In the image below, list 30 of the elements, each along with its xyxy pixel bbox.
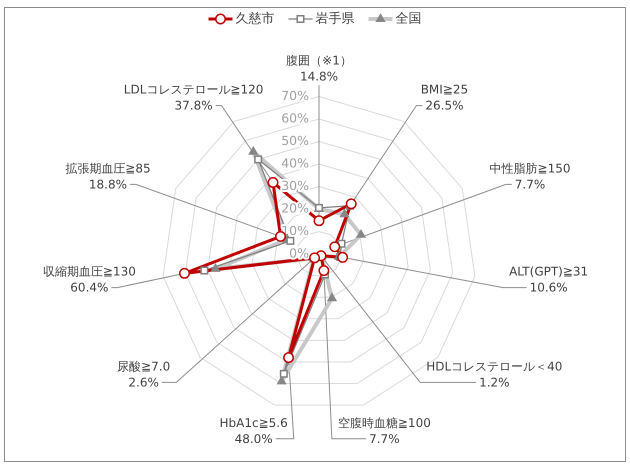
data-label: 60.4% bbox=[70, 280, 108, 295]
spoke-label: HDLコレステロール＜40 bbox=[426, 359, 562, 374]
spoke-label: 腹囲（※1） bbox=[286, 53, 352, 68]
legend-label: 岩手県 bbox=[316, 12, 354, 27]
y-tick-label: 70% bbox=[281, 88, 310, 103]
spoke-label: 拡張期血圧≧85 bbox=[65, 161, 151, 176]
data-label: 37.8% bbox=[174, 98, 213, 113]
data-label: 48.0% bbox=[234, 432, 273, 446]
y-tick-label: 0% bbox=[289, 245, 310, 260]
legend-label: 全国 bbox=[396, 12, 422, 27]
spoke-label: 空腹時血糖≧100 bbox=[338, 416, 431, 430]
y-tick-label: 40% bbox=[281, 155, 310, 170]
spoke-label: HbA1c≧5.6 bbox=[220, 416, 288, 430]
spoke-label: BMI≧25 bbox=[420, 82, 468, 97]
data-label: 7.7% bbox=[514, 177, 546, 192]
y-tick-label: 50% bbox=[281, 132, 310, 148]
spoke-label: 中性脂肪≧150 bbox=[490, 161, 571, 176]
spoke-label: ALT(GPT)≧31 bbox=[509, 264, 588, 279]
data-label: 14.8% bbox=[300, 69, 338, 84]
spoke-label: 収縮期血圧≧130 bbox=[42, 264, 136, 279]
data-label: 26.5% bbox=[425, 98, 464, 113]
spoke-label: 尿酸≧7.0 bbox=[117, 359, 170, 374]
data-label: 7.7% bbox=[369, 432, 400, 446]
y-tick-label: 60% bbox=[281, 110, 310, 126]
spoke-label: LDLコレステロール≧120 bbox=[124, 82, 264, 97]
data-label: 18.8% bbox=[88, 177, 128, 192]
data-label: 2.6% bbox=[128, 375, 159, 390]
data-label: 1.2% bbox=[479, 375, 510, 390]
legend-label: 久慈市 bbox=[236, 12, 274, 27]
data-label: 10.6% bbox=[530, 280, 568, 295]
